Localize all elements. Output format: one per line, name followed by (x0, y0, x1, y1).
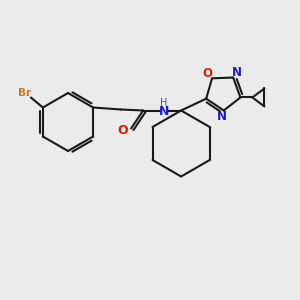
Text: N: N (232, 66, 242, 79)
Text: H: H (160, 98, 168, 109)
Text: N: N (217, 110, 227, 123)
Text: Br: Br (18, 88, 32, 98)
Text: O: O (202, 67, 212, 80)
Text: N: N (159, 105, 169, 118)
Text: O: O (118, 124, 128, 137)
